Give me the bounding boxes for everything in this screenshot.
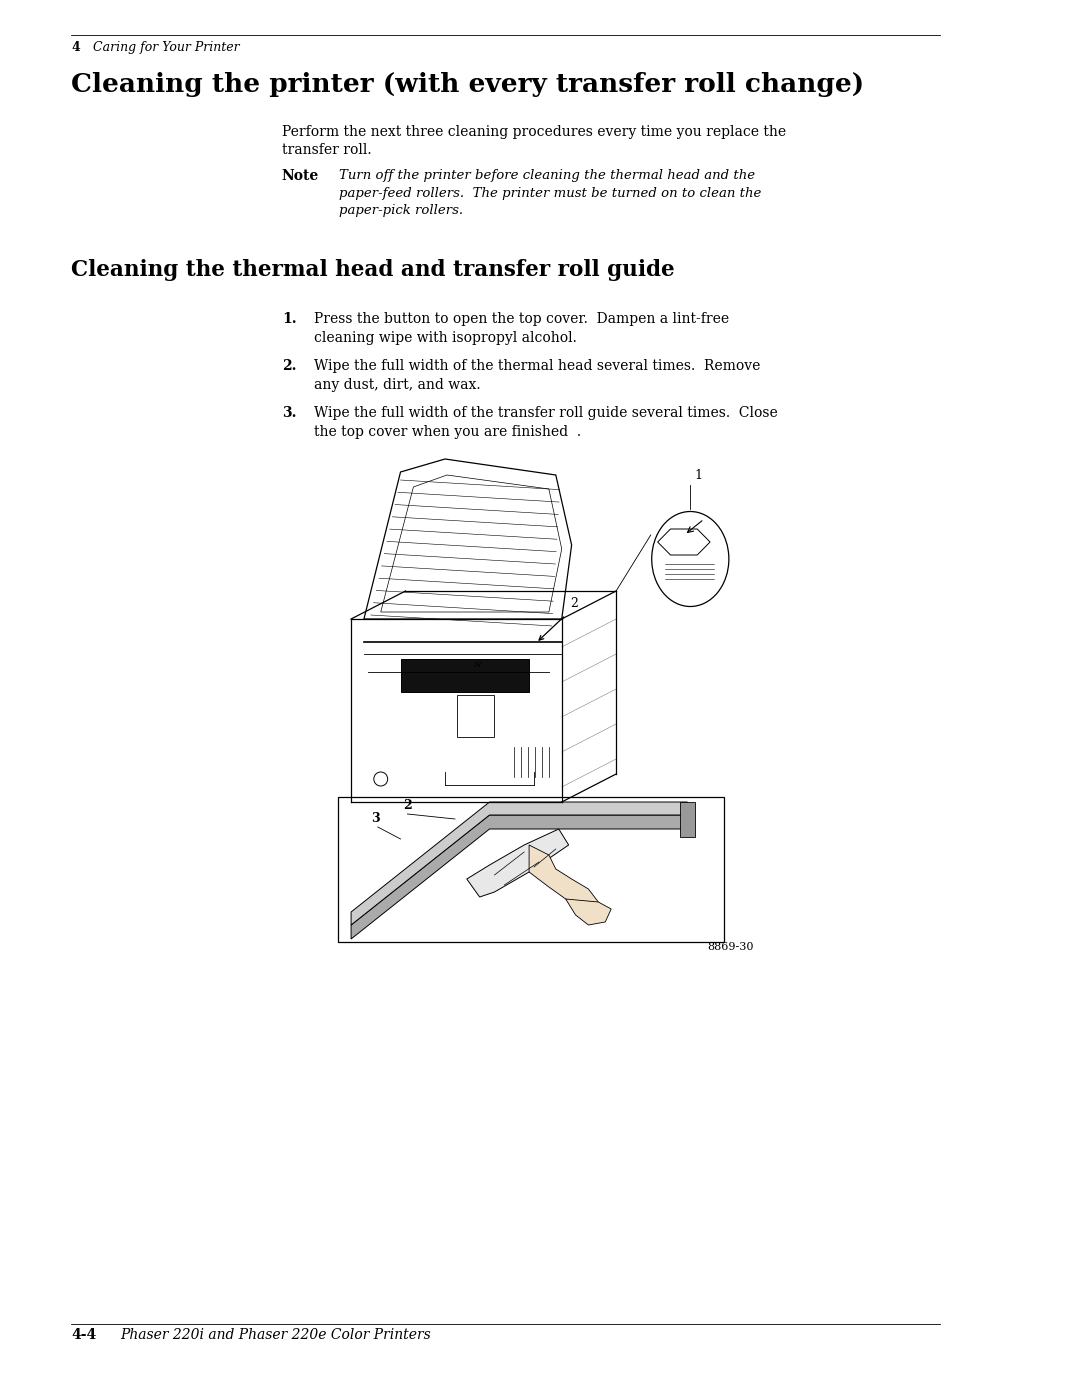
Text: Cleaning the printer (with every transfer roll change): Cleaning the printer (with every transfe…	[71, 73, 864, 96]
Text: N: N	[473, 661, 481, 669]
Text: 2: 2	[404, 799, 413, 812]
Bar	[457, 694, 495, 738]
Bar	[338, 798, 724, 942]
Text: Caring for Your Printer: Caring for Your Printer	[93, 41, 240, 54]
Polygon shape	[467, 828, 569, 897]
Text: Cleaning the thermal head and transfer roll guide: Cleaning the thermal head and transfer r…	[71, 258, 675, 281]
Text: Press the button to open the top cover.  Dampen a lint-free
cleaning wipe with i: Press the button to open the top cover. …	[314, 312, 730, 345]
Text: 1: 1	[694, 469, 702, 482]
Polygon shape	[351, 802, 687, 925]
Bar	[680, 802, 696, 837]
Text: 3.: 3.	[282, 407, 296, 420]
Text: Perform the next three cleaning procedures every time you replace the
transfer r: Perform the next three cleaning procedur…	[282, 124, 786, 158]
Polygon shape	[401, 659, 529, 692]
Text: Note: Note	[282, 169, 319, 183]
Polygon shape	[351, 814, 687, 939]
Polygon shape	[566, 900, 611, 925]
Text: Turn off the printer before cleaning the thermal head and the
paper-feed rollers: Turn off the printer before cleaning the…	[339, 169, 761, 217]
Text: 2: 2	[570, 597, 579, 610]
Text: 4-4: 4-4	[71, 1329, 96, 1343]
Text: Wipe the full width of the transfer roll guide several times.  Close
the top cov: Wipe the full width of the transfer roll…	[314, 407, 779, 439]
Polygon shape	[529, 845, 598, 909]
Text: 2.: 2.	[282, 359, 296, 373]
Text: 8869-30: 8869-30	[707, 942, 754, 951]
Text: 1.: 1.	[282, 312, 297, 326]
Text: 3: 3	[370, 812, 379, 826]
Text: Wipe the full width of the thermal head several times.  Remove
any dust, dirt, a: Wipe the full width of the thermal head …	[314, 359, 761, 393]
Text: 4: 4	[71, 41, 80, 54]
Text: Phaser 220i and Phaser 220e Color Printers: Phaser 220i and Phaser 220e Color Printe…	[121, 1329, 431, 1343]
